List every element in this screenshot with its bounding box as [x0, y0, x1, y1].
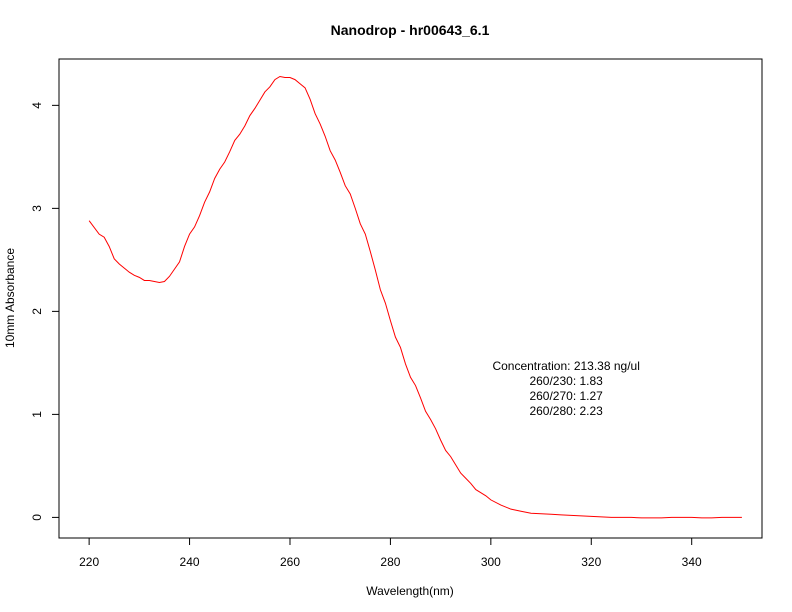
annotation-line: 260/270: 1.27 — [529, 389, 603, 403]
y-tick-label: 4 — [30, 102, 44, 109]
annotation-line: Concentration: 213.38 ng/ul — [492, 359, 639, 373]
annotation-line: 260/280: 2.23 — [529, 404, 603, 418]
chart-title: Nanodrop - hr00643_6.1 — [331, 22, 490, 38]
y-axis: 0 1 2 3 4 — [30, 102, 59, 521]
y-tick-label: 1 — [30, 411, 44, 418]
x-tick-label: 260 — [280, 555, 300, 569]
absorbance-line — [88, 75, 742, 519]
x-axis-label: Wavelength(nm) — [366, 584, 454, 598]
x-tick-label: 320 — [581, 555, 601, 569]
x-axis: 220 240 260 280 300 320 340 — [79, 538, 702, 569]
y-tick-label: 2 — [30, 308, 44, 315]
x-tick-label: 340 — [682, 555, 702, 569]
x-tick-label: 300 — [481, 555, 501, 569]
x-tick-label: 240 — [180, 555, 200, 569]
y-tick-label: 3 — [30, 205, 44, 212]
y-tick-label: 0 — [30, 514, 44, 521]
x-tick-label: 220 — [79, 555, 99, 569]
plot-frame — [58, 58, 763, 539]
x-tick-label: 280 — [380, 555, 400, 569]
annotation-line: 260/230: 1.83 — [529, 374, 603, 388]
y-axis-label: 10mm Absorbance — [3, 248, 17, 348]
